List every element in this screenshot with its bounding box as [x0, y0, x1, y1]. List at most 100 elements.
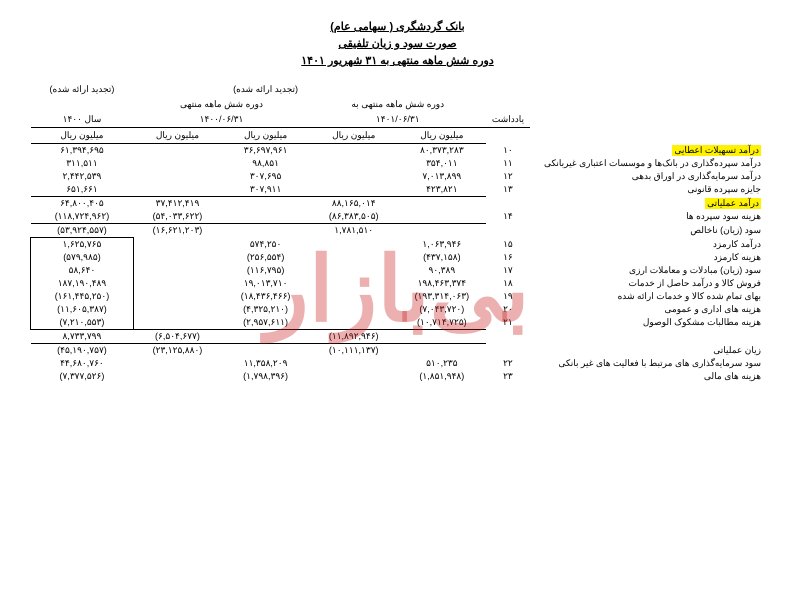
cell: ۱۱ [486, 157, 530, 170]
cell: (۲۵۶,۵۵۴) [222, 251, 310, 264]
row-desc: درآمد کارمزد [530, 238, 765, 252]
col2-restated: (تجدید ارائه شده) [222, 82, 310, 97]
cell: ۱۳ [486, 183, 530, 197]
col3-year: سال ۱۴۰۰ [31, 112, 134, 128]
cell: (۴۳۷,۱۵۸) [398, 251, 486, 264]
cell [310, 290, 398, 303]
table-row: درآمد کارمزد۱۵۱,۰۶۳,۹۴۶۵۷۴,۲۵۰۱,۶۲۵,۷۶۵ [31, 238, 766, 252]
header-line-1: بانک گردشگری ( سهامی عام) [30, 20, 765, 33]
cell [133, 290, 221, 303]
cell [222, 210, 310, 224]
cell: ۱۴ [486, 210, 530, 224]
cell [486, 197, 530, 211]
row-desc: هزینه های اداری و عمومی [530, 303, 765, 316]
cell [486, 224, 530, 238]
cell: (۱۶۱,۴۴۵,۲۵۰) [31, 290, 134, 303]
cell: ۱۹,۰۱۳,۷۱۰ [222, 277, 310, 290]
cell: ۱,۰۶۳,۹۴۶ [398, 238, 486, 252]
table-row: درآمد سرمایه‌گذاری در اوراق بدهی۱۲۷,۰۱۳,… [31, 170, 766, 183]
table-row: فروش کالا و درآمد حاصل از خدمات۱۸۱۹۸,۴۶۳… [31, 277, 766, 290]
cell: (۷,۰۴۳,۷۲۰) [398, 303, 486, 316]
cell: ۱۹ [486, 290, 530, 303]
cell: (۲۳,۱۲۵,۸۸۰) [133, 344, 221, 358]
table-row: زیان عملیاتی(۱۰,۱۱۱,۱۳۷)(۲۳,۱۲۵,۸۸۰)(۴۵,… [31, 344, 766, 358]
cell: (۴۵,۱۹۰,۷۵۷) [31, 344, 134, 358]
col-note: یادداشت [486, 112, 530, 128]
col2-date: ۱۴۰۰/۰۶/۳۱ [133, 112, 309, 128]
header: بانک گردشگری ( سهامی عام) صورت سود و زیا… [30, 20, 765, 67]
cell [133, 277, 221, 290]
cell: (۱۱۶,۷۹۵) [222, 264, 310, 277]
page: بی‌بازار بانک گردشگری ( سهامی عام) صورت … [0, 0, 795, 589]
table-row: بهای تمام شده کالا و خدمات ارائه شده۱۹(۱… [31, 290, 766, 303]
cell [222, 197, 310, 211]
cell: (۱۹۳,۳۱۴,۰۶۳) [398, 290, 486, 303]
cell: ۱۵ [486, 238, 530, 252]
table-row: سود (زیان) مبادلات و معاملات ارزی۱۷۹۰,۳۸… [31, 264, 766, 277]
cell [133, 251, 221, 264]
table-row: جایزه سپرده قانونی۱۳۴۲۳,۸۲۱۳۰۷,۹۱۱۶۵۱,۶۶… [31, 183, 766, 197]
table-row: سود (زیان) ناخالص۱,۷۸۱,۵۱۰(۱۶,۶۲۱,۲۰۳)(۵… [31, 224, 766, 238]
row-desc: هزینه کارمزد [530, 251, 765, 264]
cell: (۶,۵۰۴,۶۷۷) [133, 330, 221, 344]
row-desc: سود (زیان) ناخالص [530, 224, 765, 238]
col1-period: دوره شش ماهه منتهی به [310, 97, 486, 112]
highlighted-text: درآمد تسهیلات اعطایی [672, 145, 761, 156]
table-body: درآمد تسهیلات اعطایی۱۰۸۰,۳۷۳,۲۸۳۳۶,۶۹۷,۹… [31, 144, 766, 384]
cell [310, 264, 398, 277]
cell: (۲,۹۵۷,۶۱۱) [222, 316, 310, 330]
row-desc: هزینه مطالبات مشکوک الوصول [530, 316, 765, 330]
cell [310, 144, 398, 158]
table-row: درآمد سپرده‌گذاری در بانک‌ها و موسسات اع… [31, 157, 766, 170]
cell: ۲۲ [486, 357, 530, 370]
cell: ۵۷۴,۲۵۰ [222, 238, 310, 252]
cell [310, 157, 398, 170]
cell: (۵۳,۹۲۴,۵۵۷) [31, 224, 134, 238]
row-desc: فروش کالا و درآمد حاصل از خدمات [530, 277, 765, 290]
table-row: هزینه کارمزد۱۶(۴۳۷,۱۵۸)(۲۵۶,۵۵۴)(۵۷۹,۹۸۵… [31, 251, 766, 264]
cell: ۳۱۱,۵۱۱ [31, 157, 134, 170]
cell: ۹۸,۸۵۱ [222, 157, 310, 170]
table-row: هزینه های اداری و عمومی۲۰(۷,۰۴۳,۷۲۰)(۴,۳… [31, 303, 766, 316]
col3-restated: (تجدید ارائه شده) [31, 82, 134, 97]
table-row: هزینه مطالبات مشکوک الوصول۲۱(۱۰,۷۱۴,۷۲۵)… [31, 316, 766, 330]
cell: ۵۸,۶۴۰ [31, 264, 134, 277]
cell [133, 264, 221, 277]
row-desc: درآمد سپرده‌گذاری در بانک‌ها و موسسات اع… [530, 157, 765, 170]
cell: (۱۸,۴۳۶,۴۶۶) [222, 290, 310, 303]
cell: ۳۵۴,۰۱۱ [398, 157, 486, 170]
cell [310, 251, 398, 264]
table-row: سود سرمایه‌گذاری های مرتبط با فعالیت های… [31, 357, 766, 370]
row-desc: بهای تمام شده کالا و خدمات ارائه شده [530, 290, 765, 303]
col1-unit: میلیون ریال [398, 128, 486, 144]
cell: ۲۳ [486, 370, 530, 383]
cell: (۷,۲۱۰,۵۵۳) [31, 316, 134, 330]
cell [398, 197, 486, 211]
cell: ۳۶,۶۹۷,۹۶۱ [222, 144, 310, 158]
cell: (۵۴,۰۳۳,۶۲۲) [133, 210, 221, 224]
cell: (۱۱,۶۰۵,۳۸۷) [31, 303, 134, 316]
cell [398, 210, 486, 224]
cell: ۱۸۷,۱۹۰,۴۸۹ [31, 277, 134, 290]
cell: ۴۲۳,۸۲۱ [398, 183, 486, 197]
header-line-3: دوره شش ماهه منتهی به ۳۱ شهریور ۱۴۰۱ [30, 54, 765, 67]
cell [310, 357, 398, 370]
cell [310, 370, 398, 383]
col2b-unit: میلیون ریال [133, 128, 221, 144]
cell [133, 157, 221, 170]
row-desc: جایزه سپرده قانونی [530, 183, 765, 197]
cell: ۱۲ [486, 170, 530, 183]
row-desc: درآمد سرمایه‌گذاری در اوراق بدهی [530, 170, 765, 183]
cell: ۸۰,۳۷۳,۲۸۳ [398, 144, 486, 158]
row-desc: سود سرمایه‌گذاری های مرتبط با فعالیت های… [530, 357, 765, 370]
cell: ۱۸ [486, 277, 530, 290]
cell: ۲۱ [486, 316, 530, 330]
cell [310, 170, 398, 183]
cell: (۱,۸۵۱,۹۴۸) [398, 370, 486, 383]
cell: ۳۷,۴۱۲,۴۱۹ [133, 197, 221, 211]
row-desc: هزینه های مالی [530, 370, 765, 383]
header-line-2: صورت سود و زیان تلفیقی [30, 37, 765, 50]
cell: (۱۰,۷۱۴,۷۲۵) [398, 316, 486, 330]
cell [486, 344, 530, 358]
cell: ۹۰,۳۸۹ [398, 264, 486, 277]
